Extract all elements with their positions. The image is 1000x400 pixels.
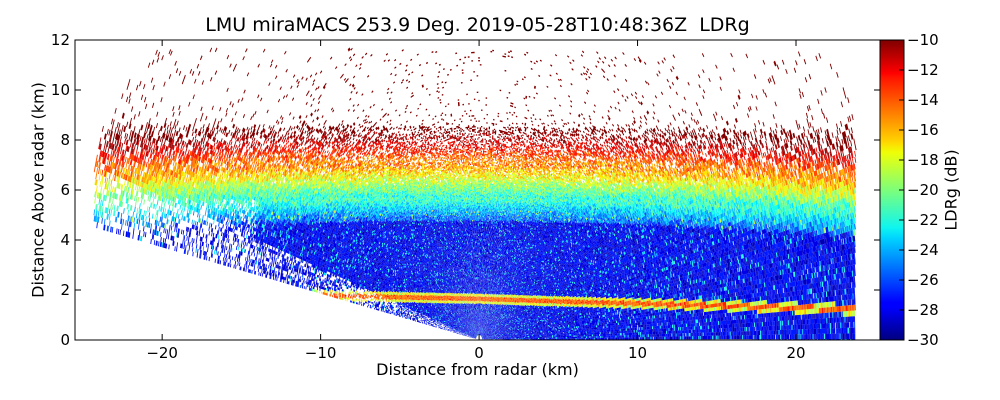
colorbar-tick-label: −18 <box>907 151 939 169</box>
x-axis-label: Distance from radar (km) <box>376 360 579 379</box>
colorbar-label: LDRg (dB) <box>941 149 961 231</box>
x-tick-label: −20 <box>146 344 178 362</box>
ldr-field-cells <box>99 47 857 158</box>
x-tick-label: 0 <box>474 344 484 362</box>
x-tick-label: −10 <box>305 344 337 362</box>
ldr-field-cells <box>96 190 857 340</box>
x-tick-label: 20 <box>786 344 805 362</box>
y-tick-label: 6 <box>60 181 70 199</box>
y-tick-label: 8 <box>60 131 70 149</box>
colorbar-tick-label: −28 <box>907 301 939 319</box>
ldr-field-cells <box>96 213 856 340</box>
ldr-field-cells <box>93 143 857 314</box>
ldr-field-cells <box>95 149 857 314</box>
y-tick-label: 2 <box>60 281 70 299</box>
y-tick-label: 12 <box>51 31 70 49</box>
colorbar-tick-label: −14 <box>907 91 939 109</box>
colorbar-tick-label: −30 <box>907 331 939 349</box>
ldr-field-cells <box>93 203 853 237</box>
colorbar-tick-label: −12 <box>907 61 939 79</box>
y-axis-label: Distance Above radar (km) <box>28 82 48 298</box>
ldr-field-cells <box>94 176 857 317</box>
y-tick-label: 0 <box>60 331 70 349</box>
chart-title: LMU miraMACS 253.9 Deg. 2019-05-28T10:48… <box>205 14 750 36</box>
colorbar-tick-label: −20 <box>907 181 939 199</box>
y-tick-label: 10 <box>51 81 70 99</box>
colorbar-tick-label: −16 <box>907 121 939 139</box>
colorbar-tick-label: −26 <box>907 271 939 289</box>
colorbar-tick-label: −24 <box>907 241 939 259</box>
ldr-field-cells <box>99 128 853 165</box>
ldr-field-cells <box>98 138 856 314</box>
colorbar-tick-label: −10 <box>907 31 939 49</box>
colorbar-tick-label: −22 <box>907 211 939 229</box>
ldr-field-cells <box>101 208 856 238</box>
y-tick-label: 4 <box>60 231 70 249</box>
ldr-field-cells <box>116 217 856 340</box>
ldr-field-cells <box>119 220 856 340</box>
x-tick-label: 10 <box>628 344 647 362</box>
